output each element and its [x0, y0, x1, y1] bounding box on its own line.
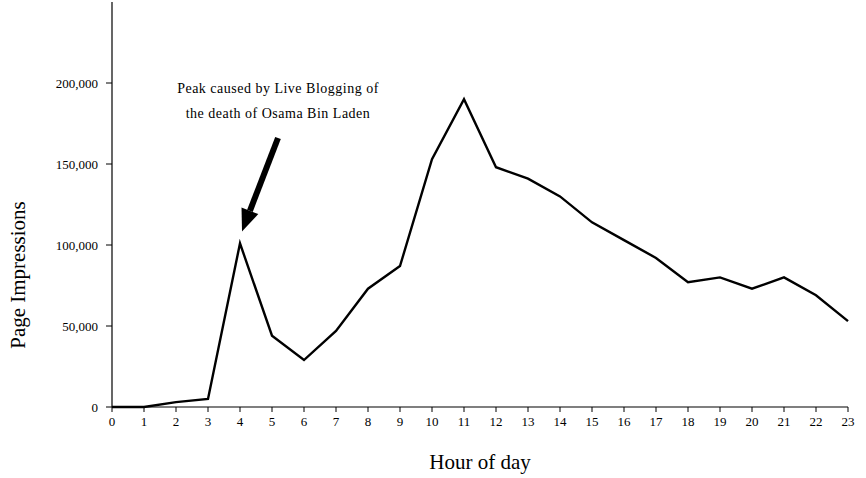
x-tick — [240, 407, 241, 412]
annotation-arrow-head — [242, 208, 259, 232]
x-tick — [752, 407, 753, 412]
x-tick-label: 5 — [269, 414, 276, 429]
x-tick — [400, 407, 401, 412]
y-axis-line — [111, 2, 112, 407]
x-tick — [528, 407, 529, 412]
y-axis-label: Page Impressions — [6, 201, 30, 349]
x-tick-label: 4 — [237, 414, 244, 429]
x-tick — [624, 407, 625, 412]
chart: 050,000100,000150,000200,000012345678910… — [0, 0, 866, 478]
x-tick-label: 22 — [810, 414, 823, 429]
x-axis-label: Hour of day — [429, 450, 531, 474]
y-tick — [106, 407, 112, 408]
x-tick — [304, 407, 305, 412]
x-tick-label: 20 — [746, 414, 759, 429]
y-tick-label: 50,000 — [62, 319, 98, 334]
x-tick-label: 16 — [618, 414, 632, 429]
x-tick-label: 10 — [426, 414, 439, 429]
y-tick — [106, 83, 112, 84]
x-tick-label: 1 — [141, 414, 148, 429]
x-tick — [656, 407, 657, 412]
x-tick-label: 21 — [778, 414, 791, 429]
x-tick-label: 15 — [586, 414, 599, 429]
x-tick — [208, 407, 209, 412]
y-tick — [106, 164, 112, 165]
x-tick-label: 19 — [714, 414, 727, 429]
x-tick-label: 0 — [109, 414, 116, 429]
x-tick-label: 17 — [650, 414, 664, 429]
y-tick — [106, 245, 112, 246]
x-tick — [848, 407, 849, 412]
x-tick — [176, 407, 177, 412]
annotation-text: the death of Osama Bin Laden — [186, 106, 371, 121]
x-tick — [560, 407, 561, 412]
x-tick — [784, 407, 785, 412]
annotation-text: Peak caused by Live Blogging of — [177, 81, 379, 96]
x-tick — [432, 407, 433, 412]
x-tick-label: 2 — [173, 414, 180, 429]
y-tick — [106, 326, 112, 327]
y-tick-label: 150,000 — [56, 157, 98, 172]
annotation-arrow-shaft — [250, 138, 278, 211]
y-axis: 0 50,000 100,000 150,000 200,000 — [56, 2, 112, 415]
x-tick-label: 14 — [554, 414, 568, 429]
chart-container: 050,000100,000150,000200,000012345678910… — [0, 0, 866, 478]
x-tick — [496, 407, 497, 412]
x-tick — [592, 407, 593, 412]
x-tick-label: 23 — [842, 414, 855, 429]
annotation: Peak caused by Live Blogging of the death… — [177, 81, 379, 231]
x-tick-label: 12 — [490, 414, 503, 429]
x-tick — [720, 407, 721, 412]
x-tick-label: 11 — [458, 414, 471, 429]
x-tick — [368, 407, 369, 412]
x-axis-line — [112, 406, 848, 407]
x-tick — [464, 407, 465, 412]
x-tick-label: 7 — [333, 414, 340, 429]
x-tick — [336, 407, 337, 412]
line-series — [112, 99, 848, 407]
x-tick-label: 18 — [682, 414, 695, 429]
x-tick-label: 6 — [301, 414, 308, 429]
x-tick — [688, 407, 689, 412]
y-tick-label: 100,000 — [56, 238, 98, 253]
x-tick-label: 3 — [205, 414, 212, 429]
y-tick-label: 200,000 — [56, 76, 98, 91]
y-tick-label: 0 — [92, 400, 99, 415]
x-tick — [272, 407, 273, 412]
x-axis: 01234567891011121314151617181920212223 — [109, 407, 855, 429]
plot-area — [112, 99, 848, 407]
x-tick-label: 9 — [397, 414, 404, 429]
x-tick-label: 8 — [365, 414, 372, 429]
x-tick — [816, 407, 817, 412]
x-tick-label: 13 — [522, 414, 535, 429]
